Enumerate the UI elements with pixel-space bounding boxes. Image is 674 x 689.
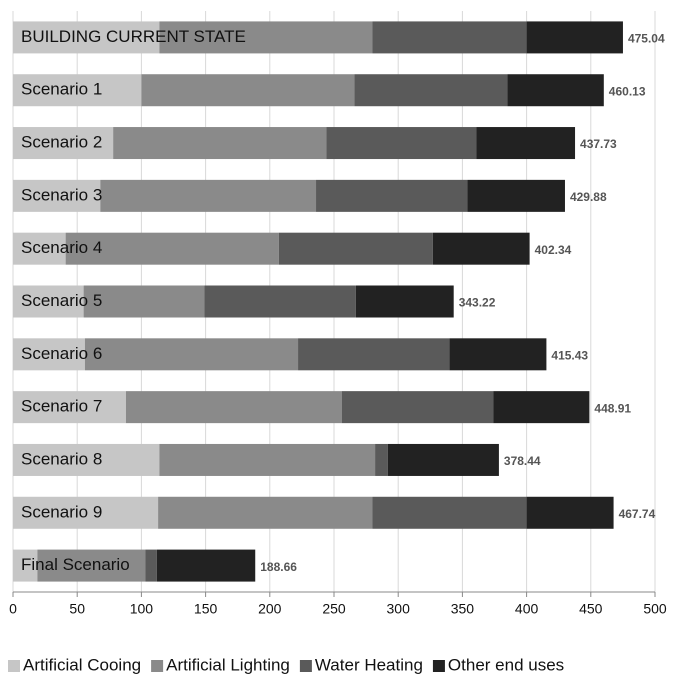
bar-segment	[145, 549, 157, 582]
bar-segment	[13, 338, 85, 371]
bar-segment	[526, 496, 614, 529]
legend-label: Artificial Cooing	[23, 655, 141, 674]
category-label: Scenario 6	[21, 344, 102, 363]
bar-segment	[13, 21, 160, 54]
total-label: 402.34	[535, 243, 572, 257]
bar-segment	[159, 443, 376, 476]
category-label: BUILDING CURRENT STATE	[21, 27, 246, 46]
x-tick-label: 300	[387, 601, 411, 617]
bar-segment	[432, 232, 530, 265]
bar-segment	[125, 391, 342, 424]
x-tick-label: 100	[130, 601, 154, 617]
bar-segment	[298, 338, 450, 371]
legend-swatch	[151, 660, 164, 672]
legend-swatch	[299, 660, 312, 672]
legend-swatch	[432, 660, 445, 672]
bar-segment	[372, 21, 527, 54]
total-label: 188.66	[260, 560, 297, 574]
x-tick-label: 0	[9, 601, 17, 617]
bar-segment	[83, 285, 205, 318]
bar-segment	[316, 179, 468, 212]
total-label: 448.91	[594, 401, 631, 415]
bar-segment	[449, 338, 547, 371]
total-label: 460.13	[609, 84, 646, 98]
total-label: 475.04	[628, 32, 665, 46]
legend-label: Artificial Lighting	[166, 655, 290, 674]
bar-segment	[13, 74, 142, 107]
x-tick-label: 200	[258, 601, 282, 617]
category-label: Final Scenario	[21, 555, 130, 574]
bar-segment	[84, 338, 299, 371]
bar-segment	[326, 127, 477, 160]
category-label: Scenario 9	[21, 502, 102, 521]
x-tick-label: 50	[69, 601, 85, 617]
bar-segment	[156, 549, 256, 582]
bar-segment	[493, 391, 590, 424]
total-label: 343.22	[459, 296, 496, 310]
bar-segment	[507, 74, 604, 107]
bar-segment	[13, 285, 84, 318]
total-label: 415.43	[551, 348, 588, 362]
bar-segment	[372, 496, 527, 529]
category-label: Scenario 8	[21, 449, 102, 468]
x-tick-label: 350	[451, 601, 475, 617]
legend-swatch	[8, 660, 20, 672]
x-tick-label: 400	[515, 601, 539, 617]
bar-segment	[375, 443, 388, 476]
total-label: 437.73	[580, 137, 617, 151]
bar-segment	[159, 21, 373, 54]
category-label: Scenario 7	[21, 397, 102, 416]
bar-segment	[13, 179, 101, 212]
bar-segment	[13, 443, 160, 476]
bar-segment	[278, 232, 433, 265]
bar-segment	[526, 21, 623, 54]
legend-label: Other end uses	[448, 655, 564, 674]
bar-segment	[476, 127, 576, 160]
bar-segment	[141, 74, 355, 107]
category-label: Scenario 2	[21, 133, 102, 152]
category-label: Scenario 5	[21, 291, 102, 310]
bar-segment	[354, 74, 508, 107]
bar-segment	[13, 549, 38, 582]
x-tick-label: 150	[194, 601, 218, 617]
bar-segment	[355, 285, 454, 318]
x-tick-label: 250	[322, 601, 346, 617]
bar-segment	[113, 127, 327, 160]
legend-label: Water Heating	[315, 655, 423, 674]
x-tick-label: 450	[579, 601, 603, 617]
bar-segment	[467, 179, 565, 212]
bar-segment	[100, 179, 317, 212]
bar-segment	[13, 232, 66, 265]
total-label: 429.88	[570, 190, 607, 204]
bar-segment	[13, 496, 159, 529]
bar-segment	[65, 232, 279, 265]
bar-segment	[13, 127, 114, 160]
bar-segment	[158, 496, 373, 529]
bar-segment	[204, 285, 356, 318]
category-label: Scenario 3	[21, 185, 102, 204]
bar-segment	[13, 391, 126, 424]
x-tick-label: 500	[643, 601, 667, 617]
category-label: Scenario 1	[21, 80, 102, 99]
total-label: 378.44	[504, 454, 541, 468]
bar-segment	[341, 391, 494, 424]
bar-segment	[37, 549, 146, 582]
bar-segment	[387, 443, 499, 476]
total-label: 467.74	[619, 507, 656, 521]
category-label: Scenario 4	[21, 238, 102, 257]
